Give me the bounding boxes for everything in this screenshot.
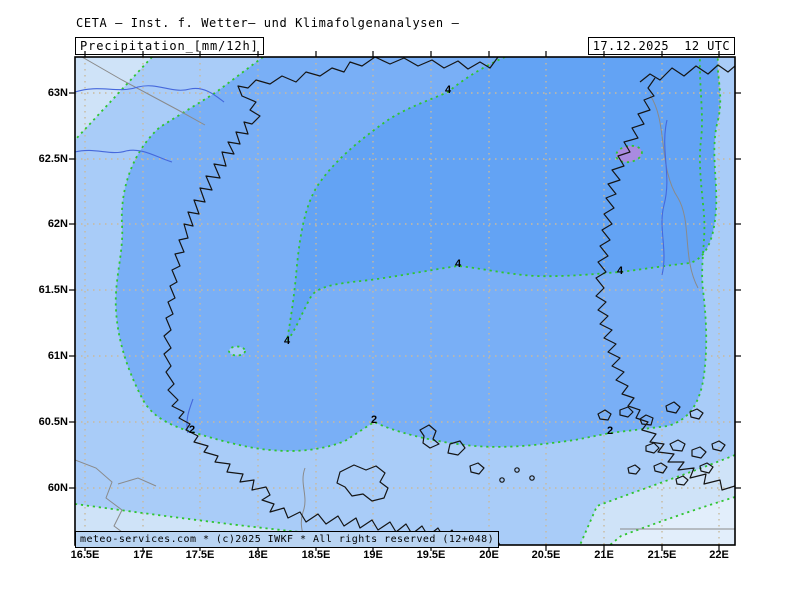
x-axis-label: 20E <box>479 549 499 561</box>
river-lines <box>75 85 668 434</box>
contour-label: 4 <box>454 258 462 270</box>
north-coastline <box>374 57 499 70</box>
precipitation-contours <box>75 57 735 545</box>
y-axis-label: 61N <box>47 350 68 362</box>
y-axis-label: 62.5N <box>38 153 68 165</box>
contour-label: 4 <box>616 265 624 277</box>
x-axis-label: 18E <box>248 549 268 561</box>
precipitation-fills <box>75 57 735 545</box>
y-axis-label: 63N <box>47 87 68 99</box>
x-axis-label: 16.5E <box>70 549 100 561</box>
x-axis-label: 19.5E <box>416 549 446 561</box>
coastlines <box>163 57 735 545</box>
x-axis-label: 21.5E <box>647 549 677 561</box>
contour-label: 2 <box>370 414 378 426</box>
x-axis-label: 17E <box>133 549 153 561</box>
archipelago-islands <box>336 401 726 502</box>
x-axis-label: 17.5E <box>185 549 215 561</box>
x-axis-label: 19E <box>363 549 383 561</box>
contour-label: 4 <box>444 84 452 96</box>
contour-label: 2 <box>606 425 614 437</box>
y-axis-label: 61.5N <box>38 284 68 296</box>
finland-top-coastline <box>639 64 735 83</box>
x-axis-label: 20.5E <box>531 549 561 561</box>
x-axis-label: 22E <box>709 549 729 561</box>
finland-coastline <box>595 77 735 491</box>
y-axis-label: 60.5N <box>38 416 68 428</box>
sweden-coastline <box>163 57 501 545</box>
attribution: meteo-services.com * (c)2025 IWKF * All … <box>75 531 500 548</box>
product-label: Precipitation_[mm/12h] <box>75 37 264 55</box>
x-axis-label: 21E <box>594 549 614 561</box>
x-axis-label: 18.5E <box>301 549 331 561</box>
contour-label: 4 <box>283 335 291 347</box>
map-title: CETA – Inst. f. Wetter– und Klimafolgena… <box>76 16 460 30</box>
y-axis-label: 62N <box>47 218 68 230</box>
datetime-label: 17.12.2025 12 UTC <box>587 37 735 55</box>
graticule-grid <box>75 57 735 545</box>
contour-label: 2 <box>188 424 196 436</box>
axis-ticks <box>69 51 741 551</box>
y-axis-label: 60N <box>47 482 68 494</box>
